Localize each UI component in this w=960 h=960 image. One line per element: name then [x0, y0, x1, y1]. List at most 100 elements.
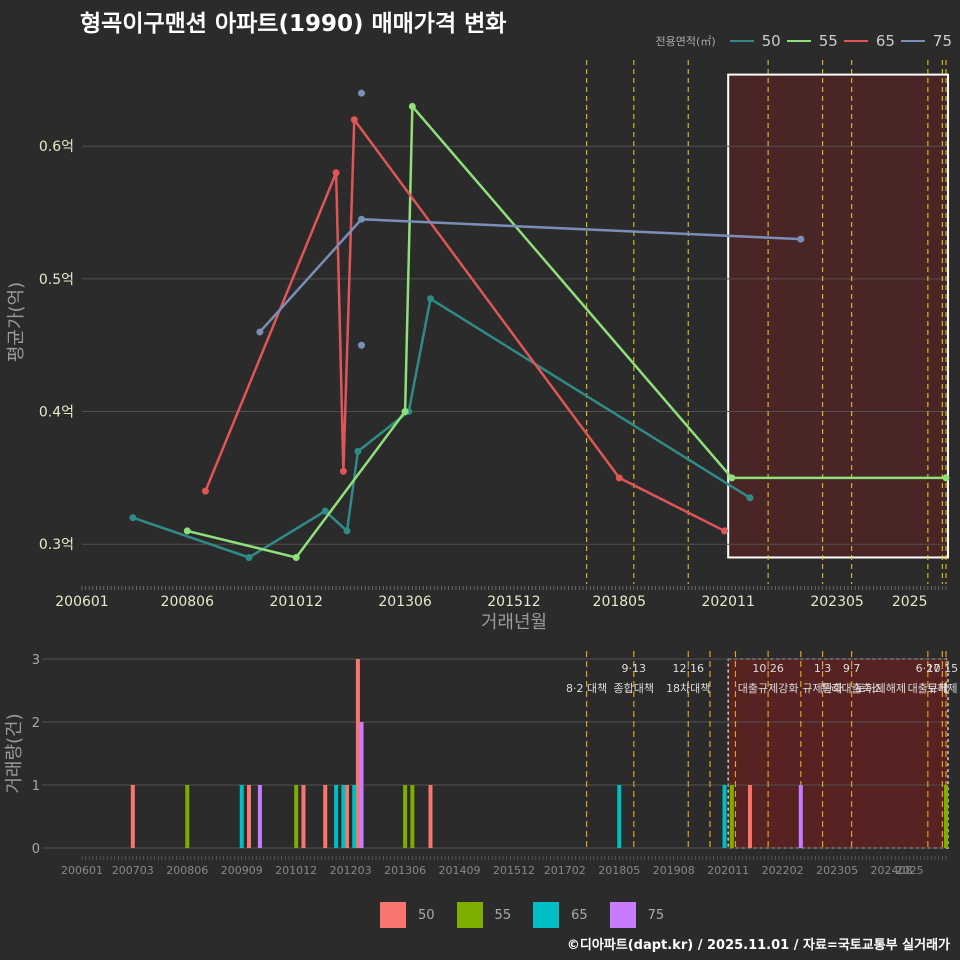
bar-x-tick-label: 201012 — [275, 864, 317, 877]
bar-65 — [239, 785, 244, 848]
legend-title: 전용면적(㎡) — [655, 35, 716, 48]
bar-50 — [428, 785, 433, 848]
legend-swatch-50 — [729, 40, 754, 42]
legend-swatch-55 — [786, 40, 811, 42]
legend-bottom-swatch-65 — [533, 902, 560, 928]
data-point-75 — [256, 328, 264, 336]
series-line-50 — [132, 296, 751, 559]
legend-bottom-swatch-55 — [456, 902, 483, 928]
policy-name-label: 규제완화 — [802, 682, 842, 695]
bar-50 — [355, 659, 360, 848]
bar-50 — [345, 785, 350, 848]
data-point-50 — [427, 295, 435, 303]
bar-65 — [341, 785, 346, 848]
bar-y-tick-label: 3 — [32, 653, 40, 668]
bar-x-tick-label: 200703 — [112, 864, 154, 877]
data-point-55 — [401, 408, 409, 416]
policy-date-label: 10·26 — [752, 662, 784, 675]
legend-top: 전용면적(㎡) 50 55 65 75 — [656, 32, 952, 50]
x-tick-label: 2025 — [892, 594, 928, 610]
bar-55 — [944, 785, 948, 848]
bar-x-tick-label: 200806 — [166, 864, 208, 877]
x-tick-label: 201512 — [487, 594, 540, 610]
series-line-55 — [186, 103, 946, 559]
data-point-50 — [746, 494, 754, 502]
data-point-65 — [332, 169, 340, 177]
legend-bottom-label-65: 65 — [571, 907, 588, 923]
data-point-55 — [728, 474, 736, 482]
legend-bottom-item-55: 55 — [456, 902, 512, 928]
legend-item-50: 50 — [729, 32, 781, 50]
data-point-65 — [339, 467, 347, 475]
legend-bottom-item-65: 65 — [533, 902, 588, 928]
legend-label-50: 50 — [761, 32, 781, 50]
bar-x-tick-label: 201203 — [330, 864, 372, 877]
legend-bottom-item-50: 50 — [380, 902, 435, 928]
legend-item-75: 75 — [900, 32, 952, 50]
bar-50 — [246, 785, 251, 848]
bar-65 — [334, 785, 339, 848]
policy-date-label: 9·7 — [843, 662, 861, 675]
bar-50 — [301, 785, 306, 848]
y-tick-label: 0.6억 — [39, 139, 74, 155]
y-tick-label: 0.3억 — [39, 537, 74, 553]
data-point-50 — [343, 527, 351, 535]
policy-date-label: 12·16 — [673, 662, 705, 675]
y-tick-label: 0.5억 — [39, 272, 74, 288]
bar-55 — [294, 785, 299, 848]
policy-date-label: 10·15 — [927, 662, 959, 675]
bar-x-tick-label: 201512 — [493, 864, 535, 877]
bar-x-tick-label: 2025 — [896, 864, 924, 877]
data-point-65 — [350, 116, 358, 124]
legend-bottom-item-75: 75 — [609, 902, 665, 928]
legend-bottom-label-55: 55 — [494, 907, 512, 923]
highlight-region — [727, 73, 949, 559]
x-tick-label: 202305 — [810, 594, 863, 610]
legend-bottom-label-75: 75 — [647, 907, 665, 923]
data-point-75 — [358, 89, 366, 97]
data-point-75 — [797, 235, 805, 243]
legend-bottom-label-50: 50 — [418, 907, 435, 923]
bar-x-tick-label: 202202 — [762, 864, 804, 877]
bar-y-axis-title: 거래량(건) — [4, 713, 25, 793]
bar-y-tick-label: 0 — [32, 842, 40, 857]
bar-x-tick-label: 200909 — [221, 864, 263, 877]
policy-date-label: 1·3 — [814, 662, 832, 675]
series-line-75 — [258, 217, 801, 333]
bar-65 — [352, 785, 357, 848]
x-tick-label: 202011 — [701, 594, 754, 610]
x-tick-label: 200601 — [55, 594, 108, 610]
data-point-55 — [292, 553, 300, 561]
policy-name-label: 토허제 — [927, 682, 957, 695]
policy-name-label: 18차대책 — [666, 682, 710, 695]
bar-50 — [130, 785, 135, 848]
bar-55 — [410, 785, 415, 848]
bar-55 — [729, 785, 734, 848]
policy-name-label: 대출규제 — [908, 682, 948, 695]
bar-55 — [185, 785, 190, 848]
bar-55 — [403, 785, 408, 848]
policy-date-label: 6·27 — [916, 662, 941, 675]
bar-75 — [257, 785, 262, 848]
bar-x-tick-label: 201306 — [384, 864, 426, 877]
data-point-75 — [358, 341, 366, 349]
legend-swatch-65 — [843, 40, 868, 42]
chart-title: 형곡이구맨션 아파트(1990) 매매가격 변화 — [80, 11, 507, 37]
data-point-65 — [721, 527, 729, 535]
bar-x-tick-label: 201805 — [598, 864, 640, 877]
bar-75 — [798, 785, 803, 848]
legend-swatch-75 — [900, 40, 925, 42]
x-tick-label: 201306 — [378, 594, 432, 610]
policy-name-label: 특례대출축소 — [821, 682, 882, 695]
x-axis-title: 거래년월 — [481, 612, 547, 633]
bar-x-tick-label: 201409 — [439, 864, 481, 877]
bar-x-tick-label: 202305 — [816, 864, 858, 877]
policy-name-label: 종합대책 — [614, 682, 654, 695]
bar-50 — [323, 785, 328, 848]
bar-y-tick-label: 1 — [32, 779, 40, 794]
bar-65 — [617, 785, 622, 848]
bar-75 — [359, 722, 364, 848]
data-point-65 — [615, 474, 623, 482]
y-axis-title: 평균가(억) — [6, 282, 27, 362]
